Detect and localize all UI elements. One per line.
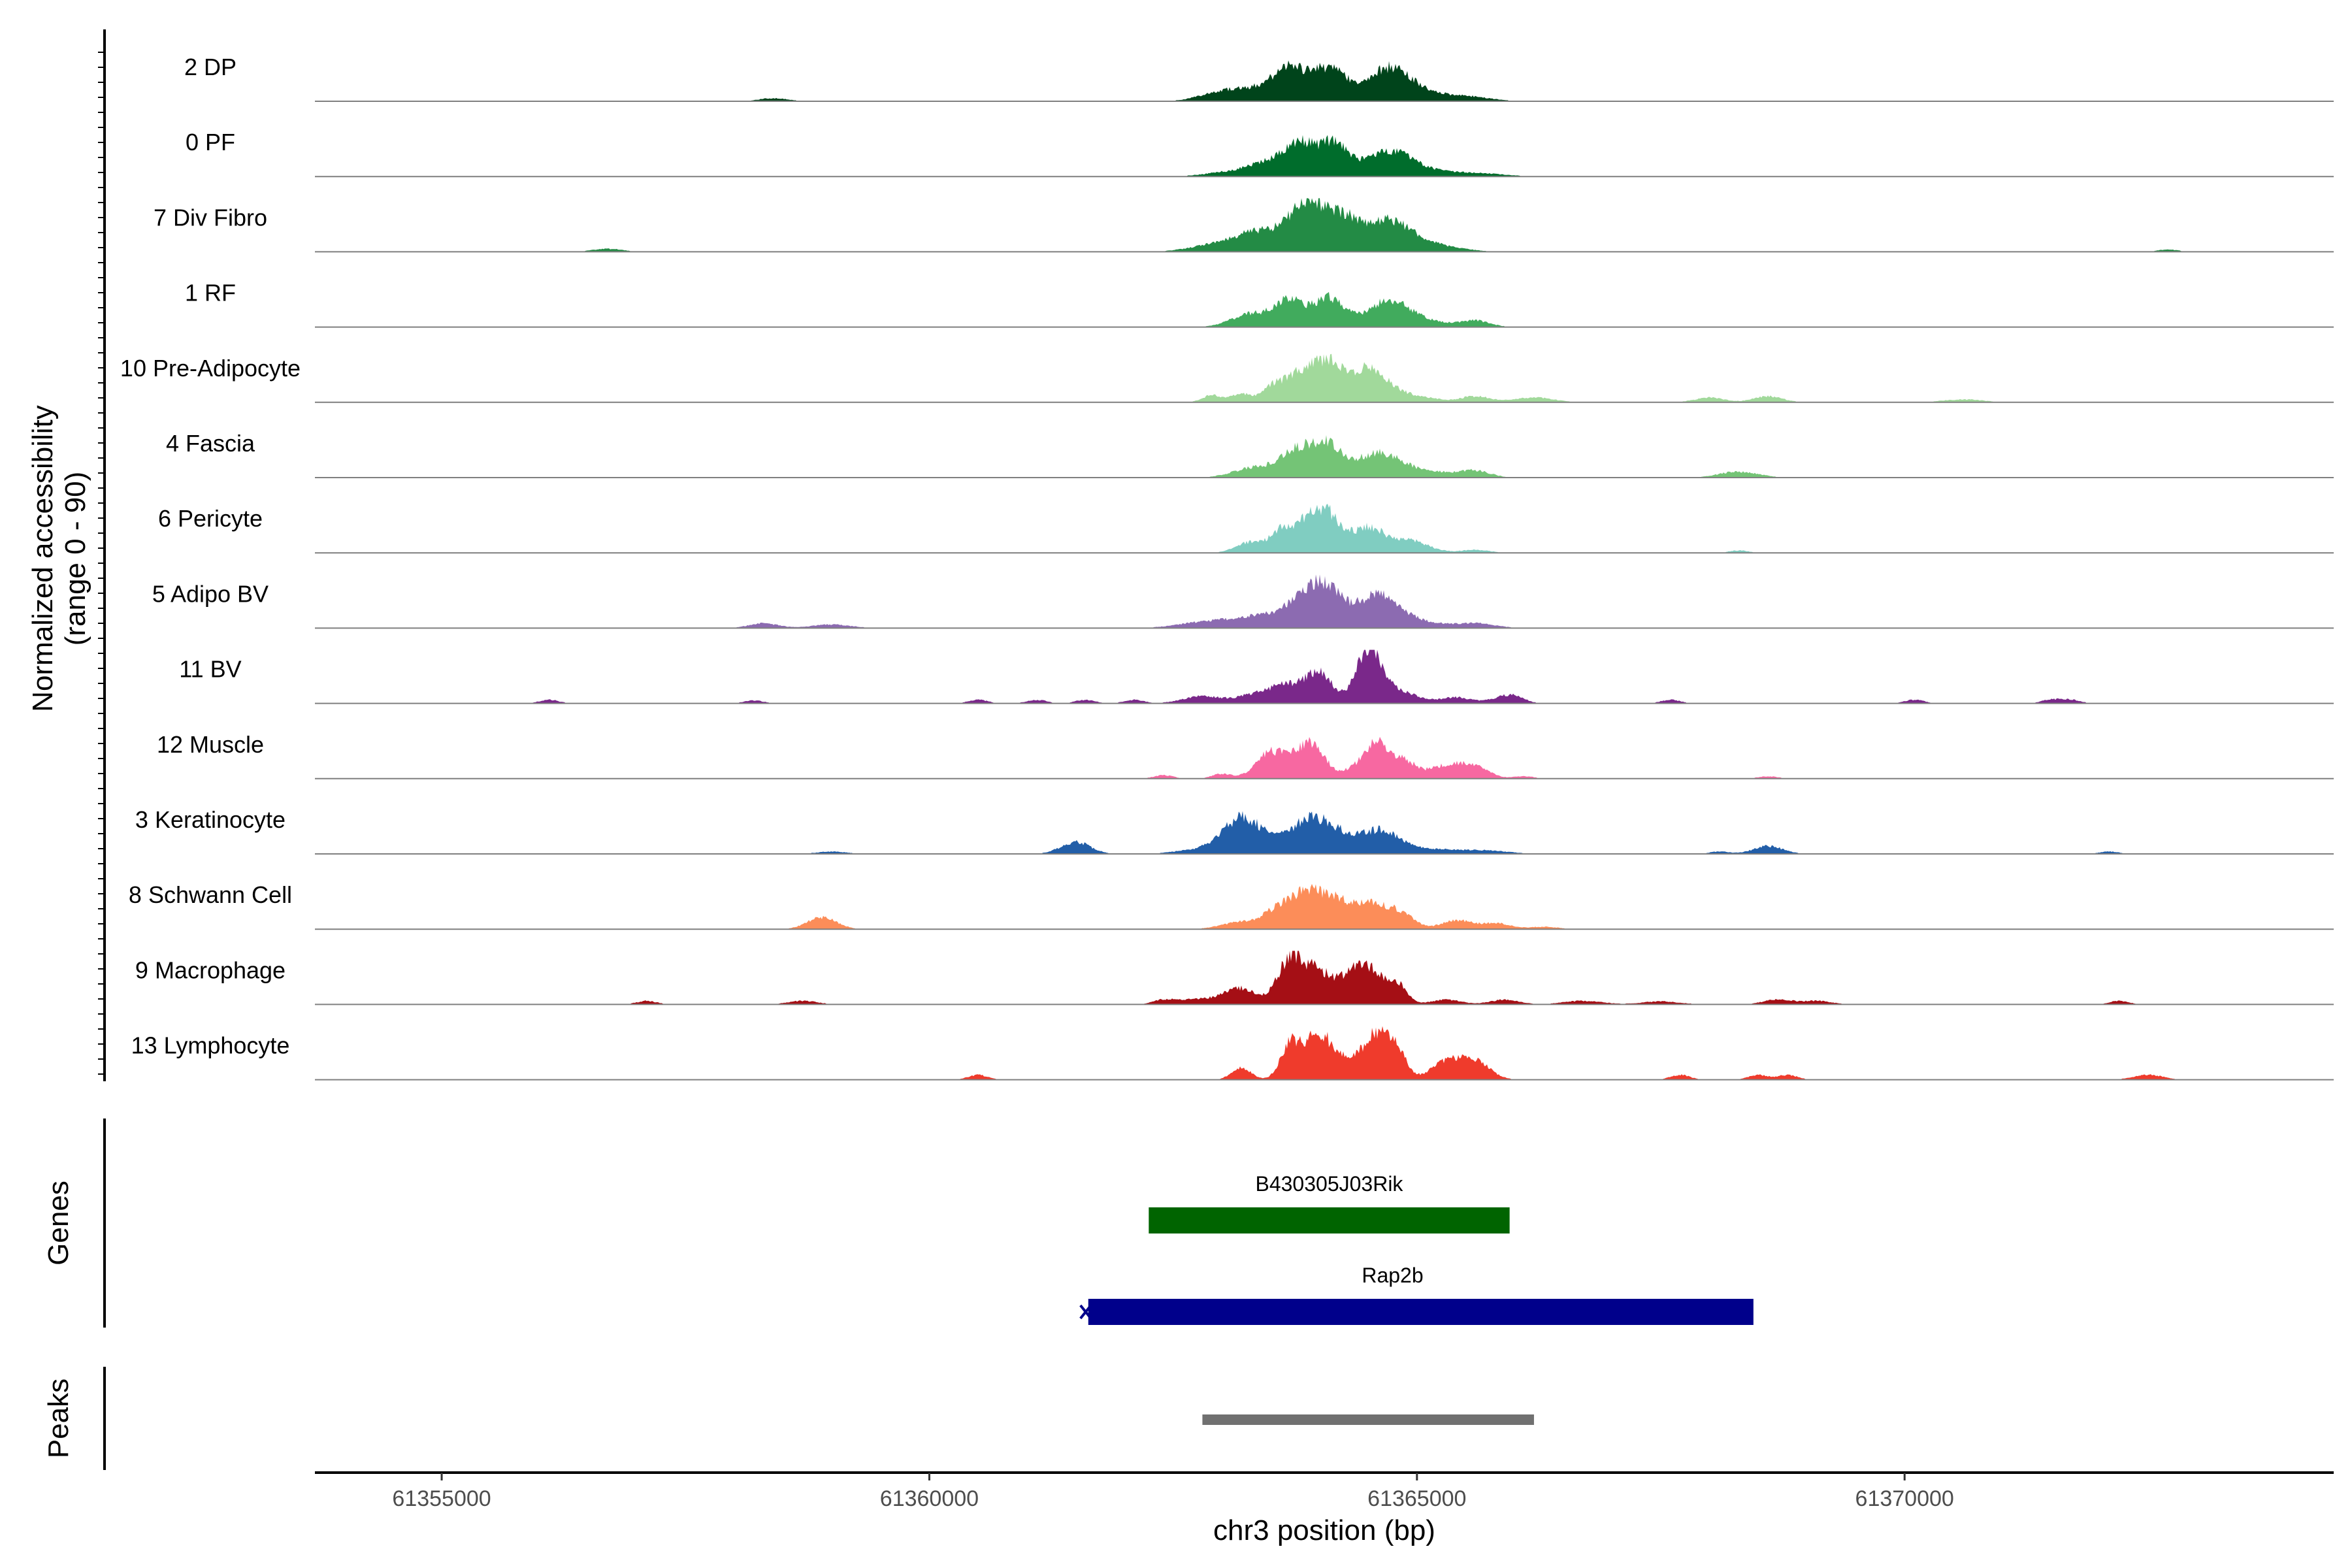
coverage-area (315, 1026, 2334, 1080)
track-label: 2 DP (184, 54, 237, 80)
track-2-dp: 2 DP (184, 54, 2334, 102)
coverage-area (315, 435, 2334, 478)
track-label: 9 Macrophage (135, 956, 286, 983)
track-3-keratinocyte: 3 Keratinocyte (135, 806, 2334, 855)
coverage-area (315, 649, 2334, 704)
gene-b430305j03rik: B430305J03Rik (1149, 1172, 1510, 1233)
accessibility-y-axis (98, 29, 106, 1081)
track-label: 7 Div Fibro (154, 204, 267, 231)
x-axis-ticks: 61355000 61360000 61365000 61370000 (392, 1473, 1954, 1511)
gene-label: Rap2b (1362, 1264, 1423, 1287)
track-label: 8 Schwann Cell (129, 881, 292, 908)
coverage-area (315, 504, 2334, 553)
x-tick-label: 61370000 (1855, 1486, 1954, 1511)
coverage-area (315, 884, 2334, 930)
coverage-area (315, 291, 2334, 327)
coverage-area (315, 951, 2334, 1005)
accessibility-tracks: 2 DP 0 PF 7 Div Fibro 1 RF 10 Pre-Adipocyte 4… (120, 54, 2334, 1081)
track-label: 6 Pericyte (158, 505, 263, 532)
track-label: 10 Pre-Adipocyte (120, 355, 301, 382)
track-10-pre-adipocyte: 10 Pre-Adipocyte (120, 353, 2334, 403)
y-axis-title-group: Normalized accessibility (range 0 - 90) (27, 405, 91, 711)
track-5-adipo-bv: 5 Adipo BV (152, 574, 2334, 629)
track-13-lymphocyte: 13 Lymphocyte (131, 1026, 2334, 1081)
track-6-pericyte: 6 Pericyte (158, 504, 2334, 554)
x-tick-label: 61365000 (1367, 1486, 1466, 1511)
coverage-area (315, 60, 2334, 101)
track-11-bv: 11 BV (179, 649, 2334, 704)
track-label: 3 Keratinocyte (135, 806, 286, 833)
genes-panel-title: Genes (42, 1181, 74, 1266)
coverage-area (315, 135, 2334, 177)
y-axis-subtitle: (range 0 - 90) (59, 472, 91, 646)
track-label: 11 BV (179, 656, 241, 683)
track-label: 1 RF (185, 280, 236, 306)
x-tick-label: 61360000 (880, 1486, 979, 1511)
gene-body (1149, 1207, 1510, 1233)
track-8-schwann-cell: 8 Schwann Cell (129, 881, 2334, 930)
peak-region (1202, 1414, 1534, 1425)
gene-rap2b: Rap2b (1079, 1264, 1754, 1325)
track-label: 13 Lymphocyte (131, 1032, 290, 1059)
track-9-macrophage: 9 Macrophage (135, 951, 2334, 1005)
coverage-area (315, 811, 2334, 854)
gene-annotation-track: B430305J03Rik Rap2b (1079, 1172, 1754, 1325)
peaks-panel-title: Peaks (42, 1379, 74, 1458)
gene-body (1088, 1299, 1754, 1325)
track-0-pf: 0 PF (186, 129, 2334, 178)
track-4-fascia: 4 Fascia (166, 430, 2334, 478)
track-label: 5 Adipo BV (152, 580, 269, 607)
track-1-rf: 1 RF (185, 280, 2334, 328)
coverage-area (315, 353, 2334, 402)
peaks-track (1202, 1414, 1534, 1425)
x-axis-title: chr3 position (bp) (1213, 1514, 1435, 1546)
coverage-area (315, 736, 2334, 779)
x-tick-label: 61355000 (392, 1486, 491, 1511)
track-label: 12 Muscle (157, 731, 264, 758)
y-axis-title: Normalized accessibility (27, 405, 59, 711)
track-label: 0 PF (186, 129, 235, 155)
coverage-area (315, 574, 2334, 629)
strand-arrow-icon (1079, 1304, 1092, 1320)
track-12-muscle: 12 Muscle (157, 731, 2334, 779)
coverage-area (315, 198, 2334, 252)
track-7-div-fibro: 7 Div Fibro (154, 198, 2334, 253)
gene-label: B430305J03Rik (1255, 1172, 1403, 1196)
track-label: 4 Fascia (166, 430, 255, 457)
